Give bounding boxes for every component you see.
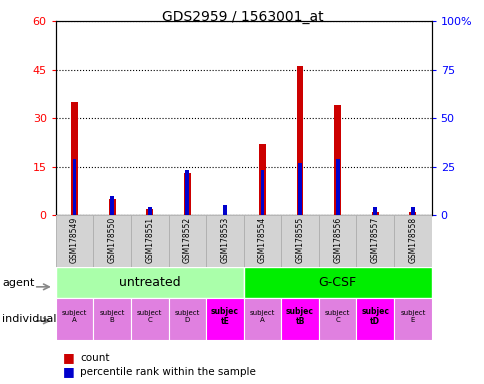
Bar (93, 215, 131, 267)
Bar (108, 199, 115, 215)
Bar (318, 215, 356, 267)
Bar (258, 144, 265, 215)
Bar (281, 298, 318, 340)
Text: ■: ■ (63, 351, 75, 364)
Bar (168, 215, 206, 267)
Text: subject
E: subject E (399, 310, 424, 323)
Text: subject
C: subject C (324, 310, 349, 323)
Text: GSM178554: GSM178554 (257, 217, 267, 263)
Bar (356, 298, 393, 340)
Text: GSM178555: GSM178555 (295, 217, 304, 263)
Bar (93, 298, 131, 340)
Text: subject
B: subject B (99, 310, 124, 323)
Bar (243, 215, 281, 267)
Text: GSM178558: GSM178558 (408, 217, 417, 263)
Text: subjec
tD: subjec tD (361, 307, 389, 326)
Bar (373, 207, 377, 215)
Bar (223, 205, 227, 215)
Bar (393, 215, 431, 267)
Bar (183, 173, 190, 215)
Bar (206, 298, 243, 340)
Bar (335, 159, 339, 215)
Bar (73, 159, 76, 215)
Text: GDS2959 / 1563001_at: GDS2959 / 1563001_at (161, 10, 323, 23)
Text: GSM178556: GSM178556 (333, 217, 342, 263)
Bar (260, 170, 264, 215)
Text: ■: ■ (63, 365, 75, 378)
Bar (185, 170, 189, 215)
Bar (131, 215, 168, 267)
Bar (71, 102, 78, 215)
Text: GSM178553: GSM178553 (220, 217, 229, 263)
Bar (393, 298, 431, 340)
Text: subject
A: subject A (249, 310, 274, 323)
Bar (146, 209, 153, 215)
Bar (371, 212, 378, 215)
Bar (408, 212, 415, 215)
Bar (110, 196, 114, 215)
Bar (281, 215, 318, 267)
Bar (206, 215, 243, 267)
Text: subject
C: subject C (137, 310, 162, 323)
Text: untreated: untreated (119, 276, 180, 289)
Bar (318, 298, 356, 340)
Text: subjec
tB: subjec tB (286, 307, 314, 326)
Bar (243, 298, 281, 340)
Bar (296, 66, 303, 215)
Text: GSM178552: GSM178552 (182, 217, 192, 263)
Bar (410, 207, 414, 215)
Text: agent: agent (2, 278, 35, 288)
Text: subject
D: subject D (174, 310, 199, 323)
Bar (168, 298, 206, 340)
Bar (56, 298, 93, 340)
Bar (148, 207, 151, 215)
Text: G-CSF: G-CSF (318, 276, 356, 289)
Text: subject
A: subject A (62, 310, 87, 323)
Bar (243, 267, 431, 298)
Bar (56, 215, 93, 267)
Bar (298, 163, 302, 215)
Bar (333, 105, 340, 215)
Text: subjec
tE: subjec tE (211, 307, 239, 326)
Bar (356, 215, 393, 267)
Text: GSM178550: GSM178550 (107, 217, 117, 263)
Text: GSM178551: GSM178551 (145, 217, 154, 263)
Text: percentile rank within the sample: percentile rank within the sample (80, 367, 256, 377)
Text: GSM178557: GSM178557 (370, 217, 379, 263)
Text: count: count (80, 353, 109, 363)
Bar (56, 267, 243, 298)
Bar (131, 298, 168, 340)
Text: individual: individual (2, 314, 57, 324)
Text: GSM178549: GSM178549 (70, 217, 79, 263)
